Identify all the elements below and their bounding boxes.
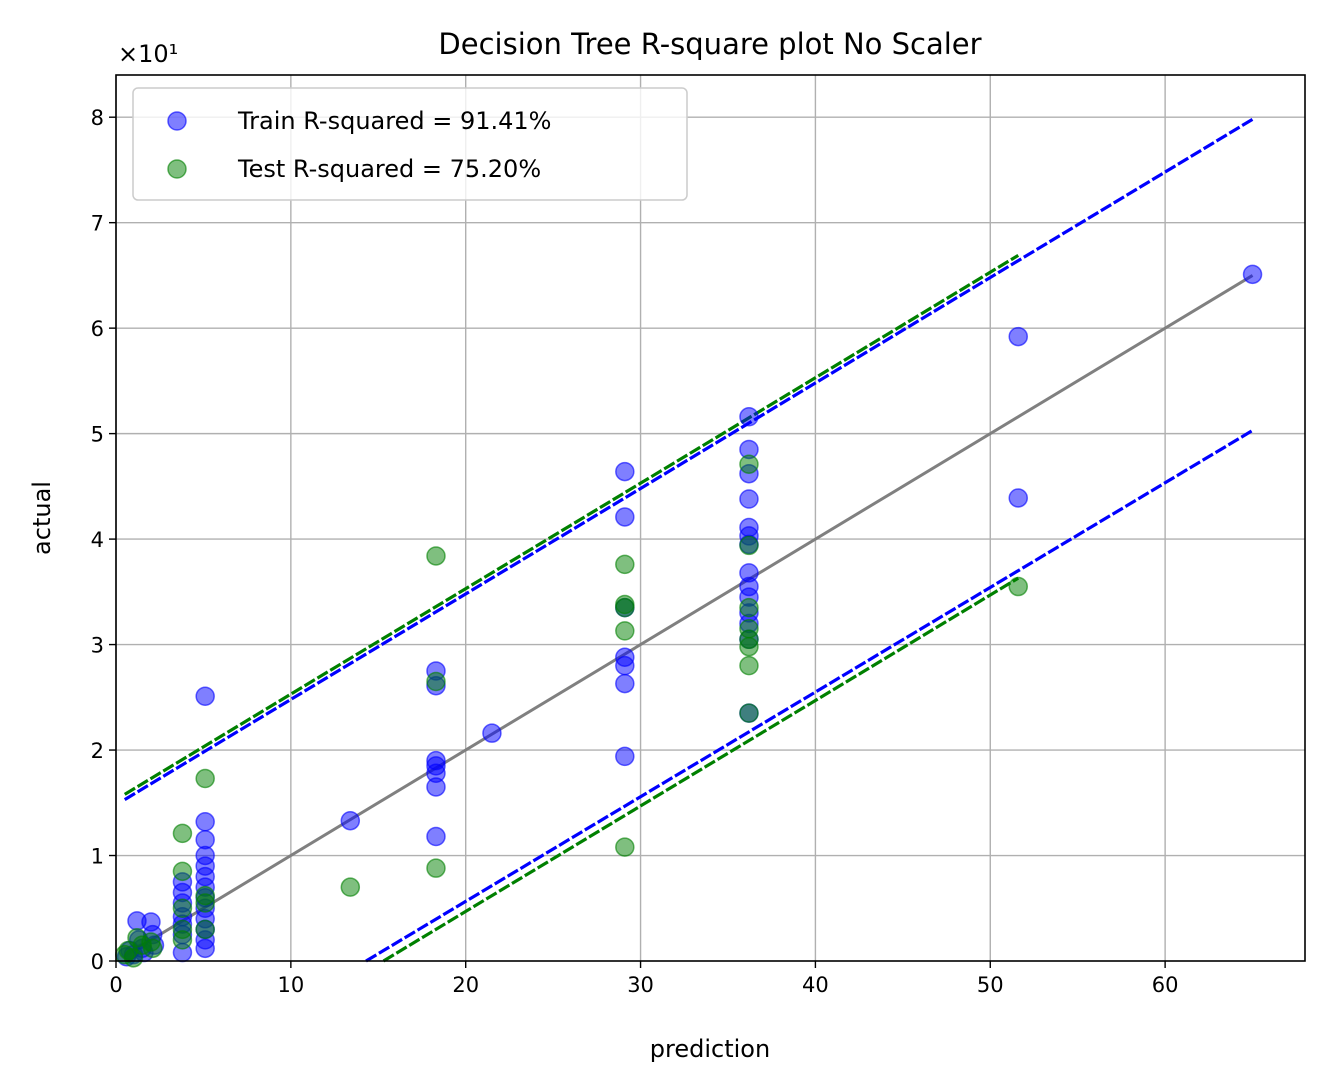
test-point — [739, 597, 759, 618]
test-point — [172, 898, 193, 919]
train-point — [615, 461, 635, 482]
train-point — [340, 810, 361, 831]
train-point — [615, 746, 635, 767]
train-point — [615, 507, 635, 527]
legend-marker-train — [167, 111, 187, 131]
y-tick-label: 5 — [91, 423, 104, 447]
train-point — [1242, 264, 1263, 285]
test-point — [615, 594, 635, 615]
test-point — [739, 535, 759, 556]
scatter-points — [114, 264, 1263, 968]
test-point — [195, 768, 215, 789]
x-tick-label: 40 — [802, 973, 829, 997]
train-point — [426, 750, 446, 771]
test-point — [172, 861, 193, 882]
fit-lines — [123, 117, 1254, 963]
bound-line-1 — [123, 117, 1254, 801]
legend-label-train: Train R-squared = 91.41% — [237, 107, 551, 135]
train-point — [195, 829, 215, 850]
train-point — [615, 647, 635, 667]
y-tick-label: 3 — [91, 634, 104, 658]
test-point — [615, 554, 635, 575]
test-point — [739, 655, 759, 676]
y-tick-label: 4 — [91, 528, 104, 552]
test-point — [195, 919, 215, 940]
y-tick-label: 7 — [91, 212, 104, 236]
train-point — [739, 563, 759, 583]
bound-line-4 — [382, 576, 1020, 963]
grid — [115, 75, 1305, 961]
y-axis-label: actual — [28, 481, 56, 555]
y-tick-label: 1 — [91, 845, 104, 869]
test-point — [172, 919, 193, 940]
train-point — [739, 406, 759, 427]
train-point — [195, 812, 215, 832]
test-point — [426, 671, 446, 692]
train-point — [1008, 488, 1028, 508]
x-tick-label: 20 — [452, 973, 479, 997]
bound-line-3 — [123, 253, 1020, 796]
plot-frame — [115, 74, 1306, 962]
y-axis-offset-label: ×10¹ — [118, 40, 178, 68]
y-axis: 0 1 2 3 4 5 6 7 8 — [91, 106, 116, 974]
legend-box — [132, 87, 688, 201]
test-point — [172, 823, 193, 844]
train-point — [739, 517, 759, 538]
test-point — [142, 938, 163, 959]
y-tick-label: 0 — [91, 950, 104, 974]
x-tick-label: 0 — [109, 973, 122, 997]
y-tick-label: 8 — [91, 106, 104, 130]
legend: Train R-squared = 91.41% Test R-squared … — [132, 87, 688, 201]
test-point — [615, 621, 635, 641]
train-point — [615, 673, 635, 694]
chart-title: Decision Tree R-square plot No Scaler — [438, 27, 981, 61]
y-tick-label: 6 — [91, 317, 104, 341]
y-tick-label: 2 — [91, 739, 104, 763]
test-point — [739, 454, 759, 474]
bound-line-2 — [365, 429, 1254, 963]
train-point — [195, 686, 215, 707]
train-point — [1008, 326, 1028, 347]
x-axis: 0 10 20 30 40 50 60 — [109, 961, 1178, 997]
test-point — [615, 837, 635, 857]
test-point — [739, 703, 759, 723]
legend-label-test: Test R-squared = 75.20% — [237, 155, 541, 183]
train-point — [482, 723, 502, 743]
train-point — [426, 826, 446, 847]
x-tick-label: 10 — [277, 973, 304, 997]
test-point — [739, 619, 759, 639]
identity-line — [123, 274, 1254, 958]
test-point — [426, 546, 446, 566]
x-tick-label: 60 — [1152, 973, 1179, 997]
test-point — [195, 885, 215, 906]
x-axis-label: prediction — [650, 1035, 770, 1063]
test-point — [340, 877, 361, 897]
train-point — [739, 489, 759, 509]
legend-marker-test — [167, 159, 187, 179]
x-tick-label: 50 — [977, 973, 1004, 997]
test-point — [1008, 576, 1028, 597]
x-tick-label: 30 — [627, 973, 654, 997]
test-point — [426, 858, 446, 878]
